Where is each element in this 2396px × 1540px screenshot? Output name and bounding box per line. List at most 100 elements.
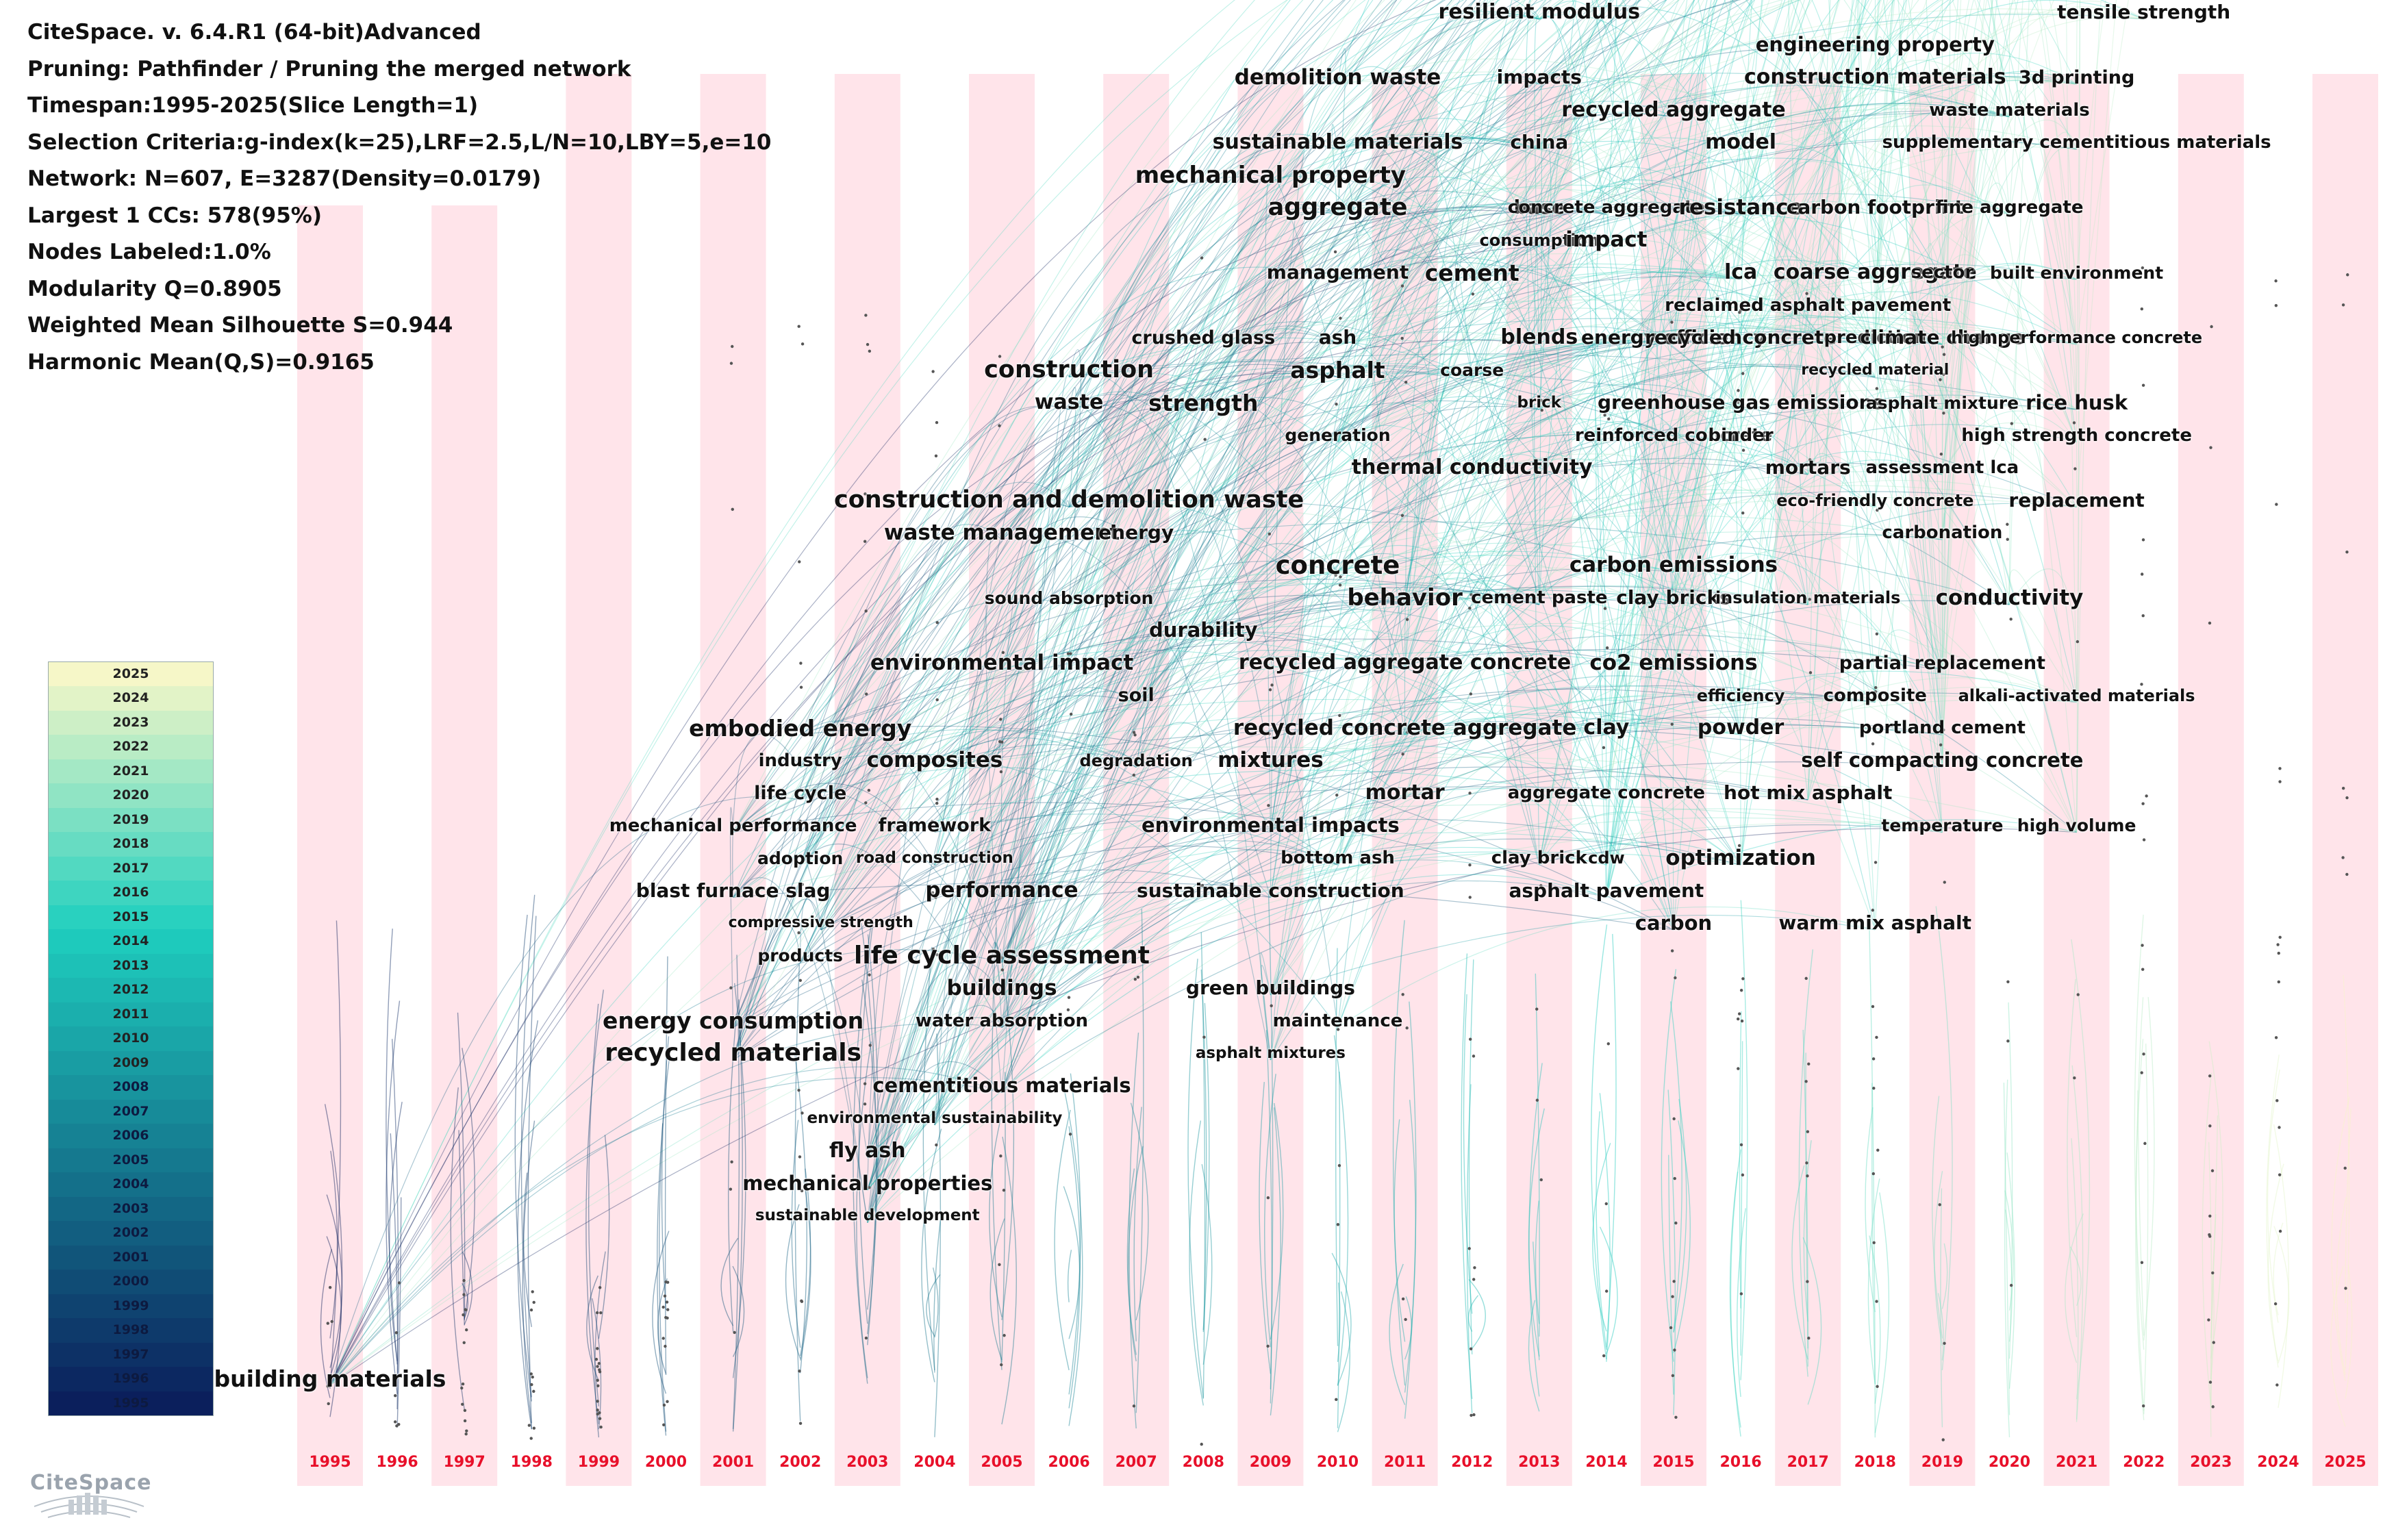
keyword-label[interactable]: carbon footprint — [1786, 196, 1964, 218]
keyword-label[interactable]: climate change — [1860, 326, 2025, 349]
keyword-label[interactable]: powder — [1697, 716, 1785, 740]
keyword-label[interactable]: mechanical properties — [742, 1171, 993, 1195]
keyword-label[interactable]: environmental impacts — [1141, 813, 1400, 837]
keyword-label[interactable]: blends — [1500, 325, 1578, 349]
keyword-label[interactable]: construction — [984, 356, 1155, 383]
keyword-label[interactable]: thermal conductivity — [1351, 455, 1593, 479]
keyword-label[interactable]: waste materials — [1929, 99, 2090, 121]
keyword-label[interactable]: lca — [1724, 260, 1758, 284]
keyword-label[interactable]: efficiency — [1696, 685, 1785, 705]
keyword-label[interactable]: resilient modulus — [1438, 0, 1641, 24]
keyword-label[interactable]: alkali-activated materials — [1958, 685, 2195, 705]
keyword-label[interactable]: energy consumption — [602, 1007, 864, 1034]
keyword-label[interactable]: adoption — [757, 848, 844, 868]
keyword-label[interactable]: environmental sustainability — [807, 1109, 1063, 1127]
keyword-label[interactable]: carbon — [1635, 911, 1713, 935]
keyword-label[interactable]: framework — [878, 815, 992, 836]
keyword-label[interactable]: mortar — [1365, 781, 1445, 805]
keyword-label[interactable]: temperature — [1881, 816, 2004, 835]
keyword-label[interactable]: generation — [1285, 425, 1391, 445]
keyword-label[interactable]: energy efficiency — [1581, 326, 1766, 349]
keyword-label[interactable]: mechanical property — [1135, 161, 1407, 189]
keyword-label[interactable]: binder — [1708, 425, 1774, 446]
keyword-label[interactable]: recycled concrete aggregate — [1233, 715, 1577, 740]
keyword-label[interactable]: mortars — [1765, 456, 1851, 479]
keyword-label[interactable]: blast furnace slag — [635, 879, 831, 902]
keyword-label[interactable]: replacement — [2008, 488, 2145, 512]
keyword-label[interactable]: warm mix asphalt — [1778, 911, 1972, 934]
keyword-label[interactable]: cement — [1424, 259, 1519, 286]
keyword-label[interactable]: 3d printing — [2018, 66, 2135, 88]
keyword-label[interactable]: coarse aggregate — [1773, 260, 1977, 284]
keyword-label[interactable]: high strength concrete — [1961, 425, 2192, 446]
keyword-label[interactable]: sector — [1911, 262, 1974, 283]
keyword-label[interactable]: recycled aggregate — [1561, 97, 1786, 122]
keyword-label[interactable]: clay — [1583, 716, 1630, 740]
keyword-label[interactable]: optimization — [1665, 845, 1816, 870]
keyword-label[interactable]: hot mix asphalt — [1724, 781, 1893, 804]
keyword-label[interactable]: management — [1266, 261, 1409, 283]
keyword-label[interactable]: building materials — [214, 1365, 446, 1392]
keyword-label[interactable]: prediction — [1824, 327, 1927, 348]
keyword-label[interactable]: behavior — [1347, 584, 1463, 611]
keyword-label[interactable]: asphalt mixtures — [1195, 1044, 1346, 1062]
keyword-label[interactable]: maintenance — [1272, 1010, 1403, 1031]
keyword-label[interactable]: asphalt mixture — [1865, 392, 2019, 413]
keyword-label[interactable]: built environment — [1990, 262, 2164, 283]
keyword-label[interactable]: bottom ash — [1281, 848, 1395, 868]
keyword-label[interactable]: mixtures — [1218, 748, 1324, 772]
keyword-label[interactable]: carbon emissions — [1569, 553, 1778, 577]
keyword-label[interactable]: composite — [1823, 685, 1927, 706]
keyword-label[interactable]: cement paste — [1471, 588, 1608, 608]
keyword-label[interactable]: embodied energy — [689, 714, 912, 742]
keyword-label[interactable]: concrete aggregate — [1507, 197, 1705, 218]
keyword-label[interactable]: partial replacement — [1839, 652, 2045, 674]
keyword-label[interactable]: clay brick — [1491, 848, 1587, 868]
keyword-label[interactable]: asphalt — [1290, 357, 1385, 383]
keyword-label[interactable]: tensile strength — [2057, 1, 2231, 23]
keyword-label[interactable]: products — [757, 946, 844, 965]
keyword-label[interactable]: engineering property — [1755, 33, 1995, 56]
keyword-label[interactable]: assessment lca — [1865, 457, 2019, 478]
keyword-label[interactable]: sustainable development — [755, 1207, 980, 1224]
keyword-label[interactable]: cementitious materials — [872, 1074, 1131, 1097]
keyword-label[interactable]: fly ash — [829, 1138, 906, 1163]
keyword-label[interactable]: reinforced concrete — [1574, 425, 1773, 446]
keyword-label[interactable]: durability — [1148, 618, 1258, 642]
keyword-label[interactable]: brick — [1517, 393, 1562, 412]
keyword-label[interactable]: aggregate — [1268, 193, 1408, 221]
keyword-label[interactable]: crushed glass — [1131, 327, 1276, 349]
keyword-label[interactable]: fine aggregate — [1935, 197, 2084, 218]
keyword-label[interactable]: self compacting concrete — [1801, 748, 2084, 772]
keyword-label[interactable]: energy — [1098, 521, 1174, 544]
keyword-label[interactable]: portland cement — [1858, 718, 2026, 738]
keyword-label[interactable]: compressive strength — [728, 914, 913, 931]
keyword-label[interactable]: high volume — [2017, 816, 2136, 835]
keyword-label[interactable]: green buildings — [1185, 976, 1355, 999]
keyword-label[interactable]: recycled concrete — [1645, 326, 1837, 349]
keyword-label[interactable]: insulation materials — [1715, 588, 1901, 607]
keyword-label[interactable]: impact — [1565, 227, 1648, 252]
keyword-label[interactable]: sustainable materials — [1212, 130, 1463, 154]
keyword-label[interactable]: supplementary cementitious materials — [1882, 132, 2271, 153]
keyword-label[interactable]: rice husk — [2026, 390, 2128, 414]
keyword-label[interactable]: performance — [925, 878, 1079, 902]
keyword-label[interactable]: impacts — [1496, 66, 1582, 88]
keyword-label[interactable]: carbonation — [1882, 522, 2003, 543]
keyword-label[interactable]: eco-friendly concrete — [1776, 490, 1974, 510]
keyword-label[interactable]: buildings — [946, 975, 1057, 1000]
keyword-label[interactable]: consumption — [1479, 230, 1600, 250]
keyword-label[interactable]: sustainable construction — [1137, 879, 1404, 902]
keyword-label[interactable]: construction and demolition waste — [833, 486, 1304, 514]
keyword-label[interactable]: water absorption — [915, 1010, 1089, 1031]
keyword-label[interactable]: ash — [1318, 326, 1357, 349]
keyword-label[interactable]: mechanical performance — [609, 815, 857, 836]
keyword-label[interactable]: high performance concrete — [1951, 328, 2203, 347]
keyword-label[interactable]: waste management — [883, 520, 1120, 545]
keyword-label[interactable]: industry — [758, 750, 842, 771]
keyword-label[interactable]: strength — [1148, 389, 1259, 416]
keyword-label[interactable]: degradation — [1079, 750, 1193, 770]
keyword-label[interactable]: life cycle assessment — [854, 941, 1150, 970]
